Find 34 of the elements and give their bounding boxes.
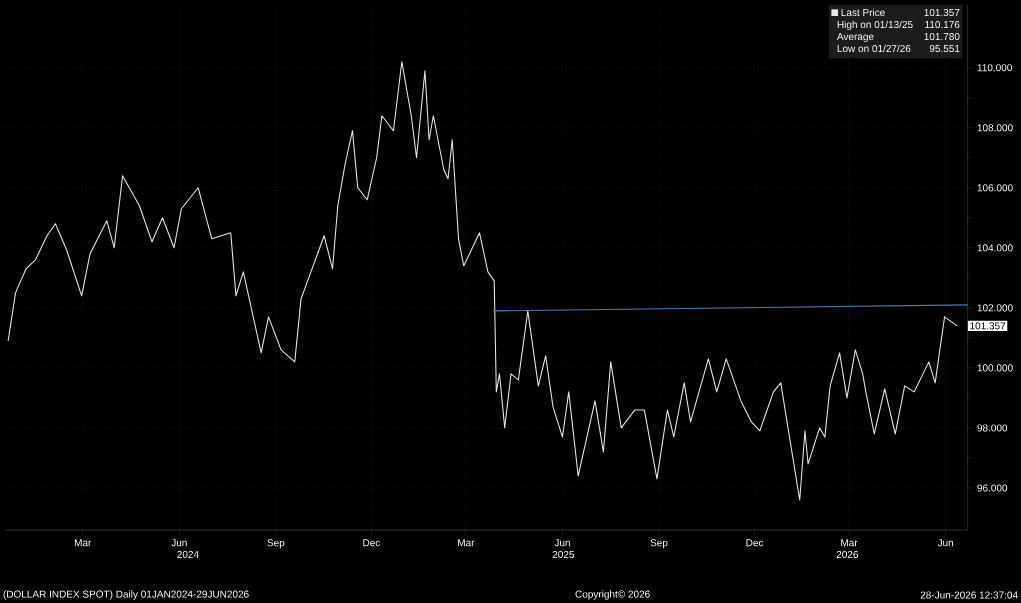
- annotation: Average: [836, 33, 874, 43]
- x-tick-label: Sep: [650, 539, 668, 549]
- annotation: 110.176: [925, 21, 960, 29]
- x-tick-label: Mar: [74, 539, 92, 547]
- annotation: Low on 01/27/26: [837, 44, 911, 53]
- text: (DOLLAR INDEX SPOT) Daily 01JAN2024-29JUN2026: [3, 590, 249, 600]
- annotation: 101.780: [924, 33, 960, 41]
- text: 28-Jun-2026 12:37:04: [920, 591, 1018, 599]
- text: 101.357: [970, 322, 1006, 330]
- text: Copyright© 2026: [575, 590, 650, 600]
- annotation: 101.357: [924, 9, 960, 17]
- y-tick-label: 100.000: [977, 364, 1013, 372]
- x-tick-label: Dec: [363, 539, 380, 547]
- x-tick-label: Jun: [554, 539, 570, 547]
- x-tick-label: Jun: [937, 539, 954, 547]
- y-tick-label: 106.000: [977, 184, 1013, 192]
- x-tick-label: Sep: [267, 539, 285, 549]
- legend-label: Last Price: [841, 8, 885, 17]
- y-tick-label: 96.000: [977, 484, 1008, 492]
- text: 2025: [552, 550, 575, 559]
- text: 2024: [177, 550, 199, 559]
- y-tick-label: 102.000: [977, 304, 1013, 312]
- annotation: 95.551: [929, 45, 960, 53]
- y-tick-label: 104.000: [977, 244, 1013, 252]
- y-tick-label: 110.000: [977, 64, 1012, 72]
- text: 2026: [836, 550, 859, 559]
- x-tick-label: Dec: [746, 539, 764, 547]
- line-series: [7, 61, 958, 501]
- y-tick-label: 108.000: [977, 124, 1013, 132]
- y-tick-label: 98.000: [977, 424, 1008, 432]
- x-tick-label: Mar: [841, 539, 858, 547]
- annotation: High on 01/13/25: [837, 20, 913, 31]
- x-tick-label: Mar: [458, 539, 475, 547]
- x-tick-label: Jun: [171, 539, 187, 547]
